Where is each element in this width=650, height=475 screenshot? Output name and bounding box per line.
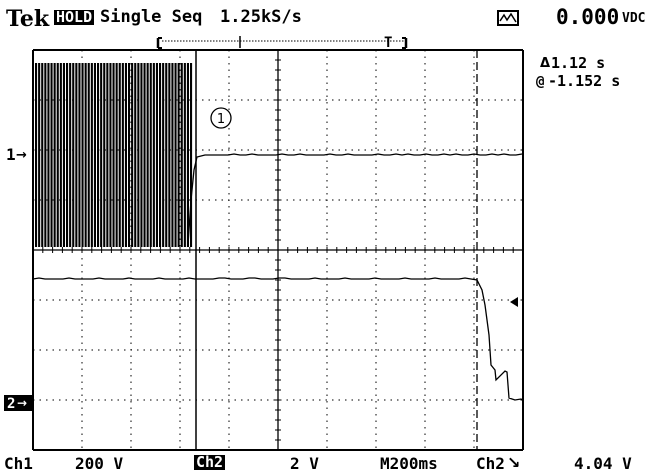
- trigger-position-marker: T: [384, 35, 392, 51]
- trigger-level: 4.04 V: [574, 454, 632, 473]
- acquisition-mode: Single Seq: [100, 7, 203, 27]
- ch1-waveform: [187, 153, 523, 246]
- graticule-grid: [32, 49, 524, 451]
- trigger-source: Ch2: [476, 454, 505, 473]
- trigger-level-arrow: [510, 297, 518, 307]
- trigger-slope-icon: ↘: [507, 453, 521, 472]
- at-value: -1.152 s: [548, 72, 620, 90]
- delta-value: 1.12 s: [551, 54, 605, 72]
- meter-reading: 0.000: [556, 5, 620, 29]
- timebase: M200ms: [380, 454, 438, 473]
- ch2-scale: 2 V: [290, 454, 319, 473]
- ch1-ground-arrow: →: [16, 148, 27, 163]
- ch1-scale: 200 V: [75, 454, 124, 473]
- cursor-1-circle: [210, 107, 232, 129]
- ch1-ground-marker: 1: [6, 145, 16, 164]
- status-bar: Tek HOLD Single Seq 1.25kS/s 0.000 VDC: [0, 0, 650, 34]
- record-position-bar: [156, 36, 408, 49]
- ch2-label: Ch2: [194, 453, 226, 471]
- ch1-label: Ch1: [4, 454, 33, 473]
- brand-logo: Tek: [6, 6, 50, 32]
- ch1-oscillation-burst: [35, 63, 193, 247]
- ch2-ground-marker-box: [4, 395, 32, 411]
- delta-icon: Δ: [540, 56, 550, 71]
- ch2-ground-arrow: →: [17, 396, 27, 410]
- ch2-waveform: [32, 277, 524, 401]
- meter-unit: VDC: [622, 11, 646, 26]
- cursor-1-label: 1: [217, 112, 225, 127]
- sample-rate: 1.25kS/s: [220, 7, 302, 27]
- ch2-ground-marker: 2: [7, 396, 15, 412]
- display-mode-icon: [497, 10, 519, 26]
- hold-badge: HOLD: [54, 8, 95, 26]
- at-icon: @: [536, 74, 544, 90]
